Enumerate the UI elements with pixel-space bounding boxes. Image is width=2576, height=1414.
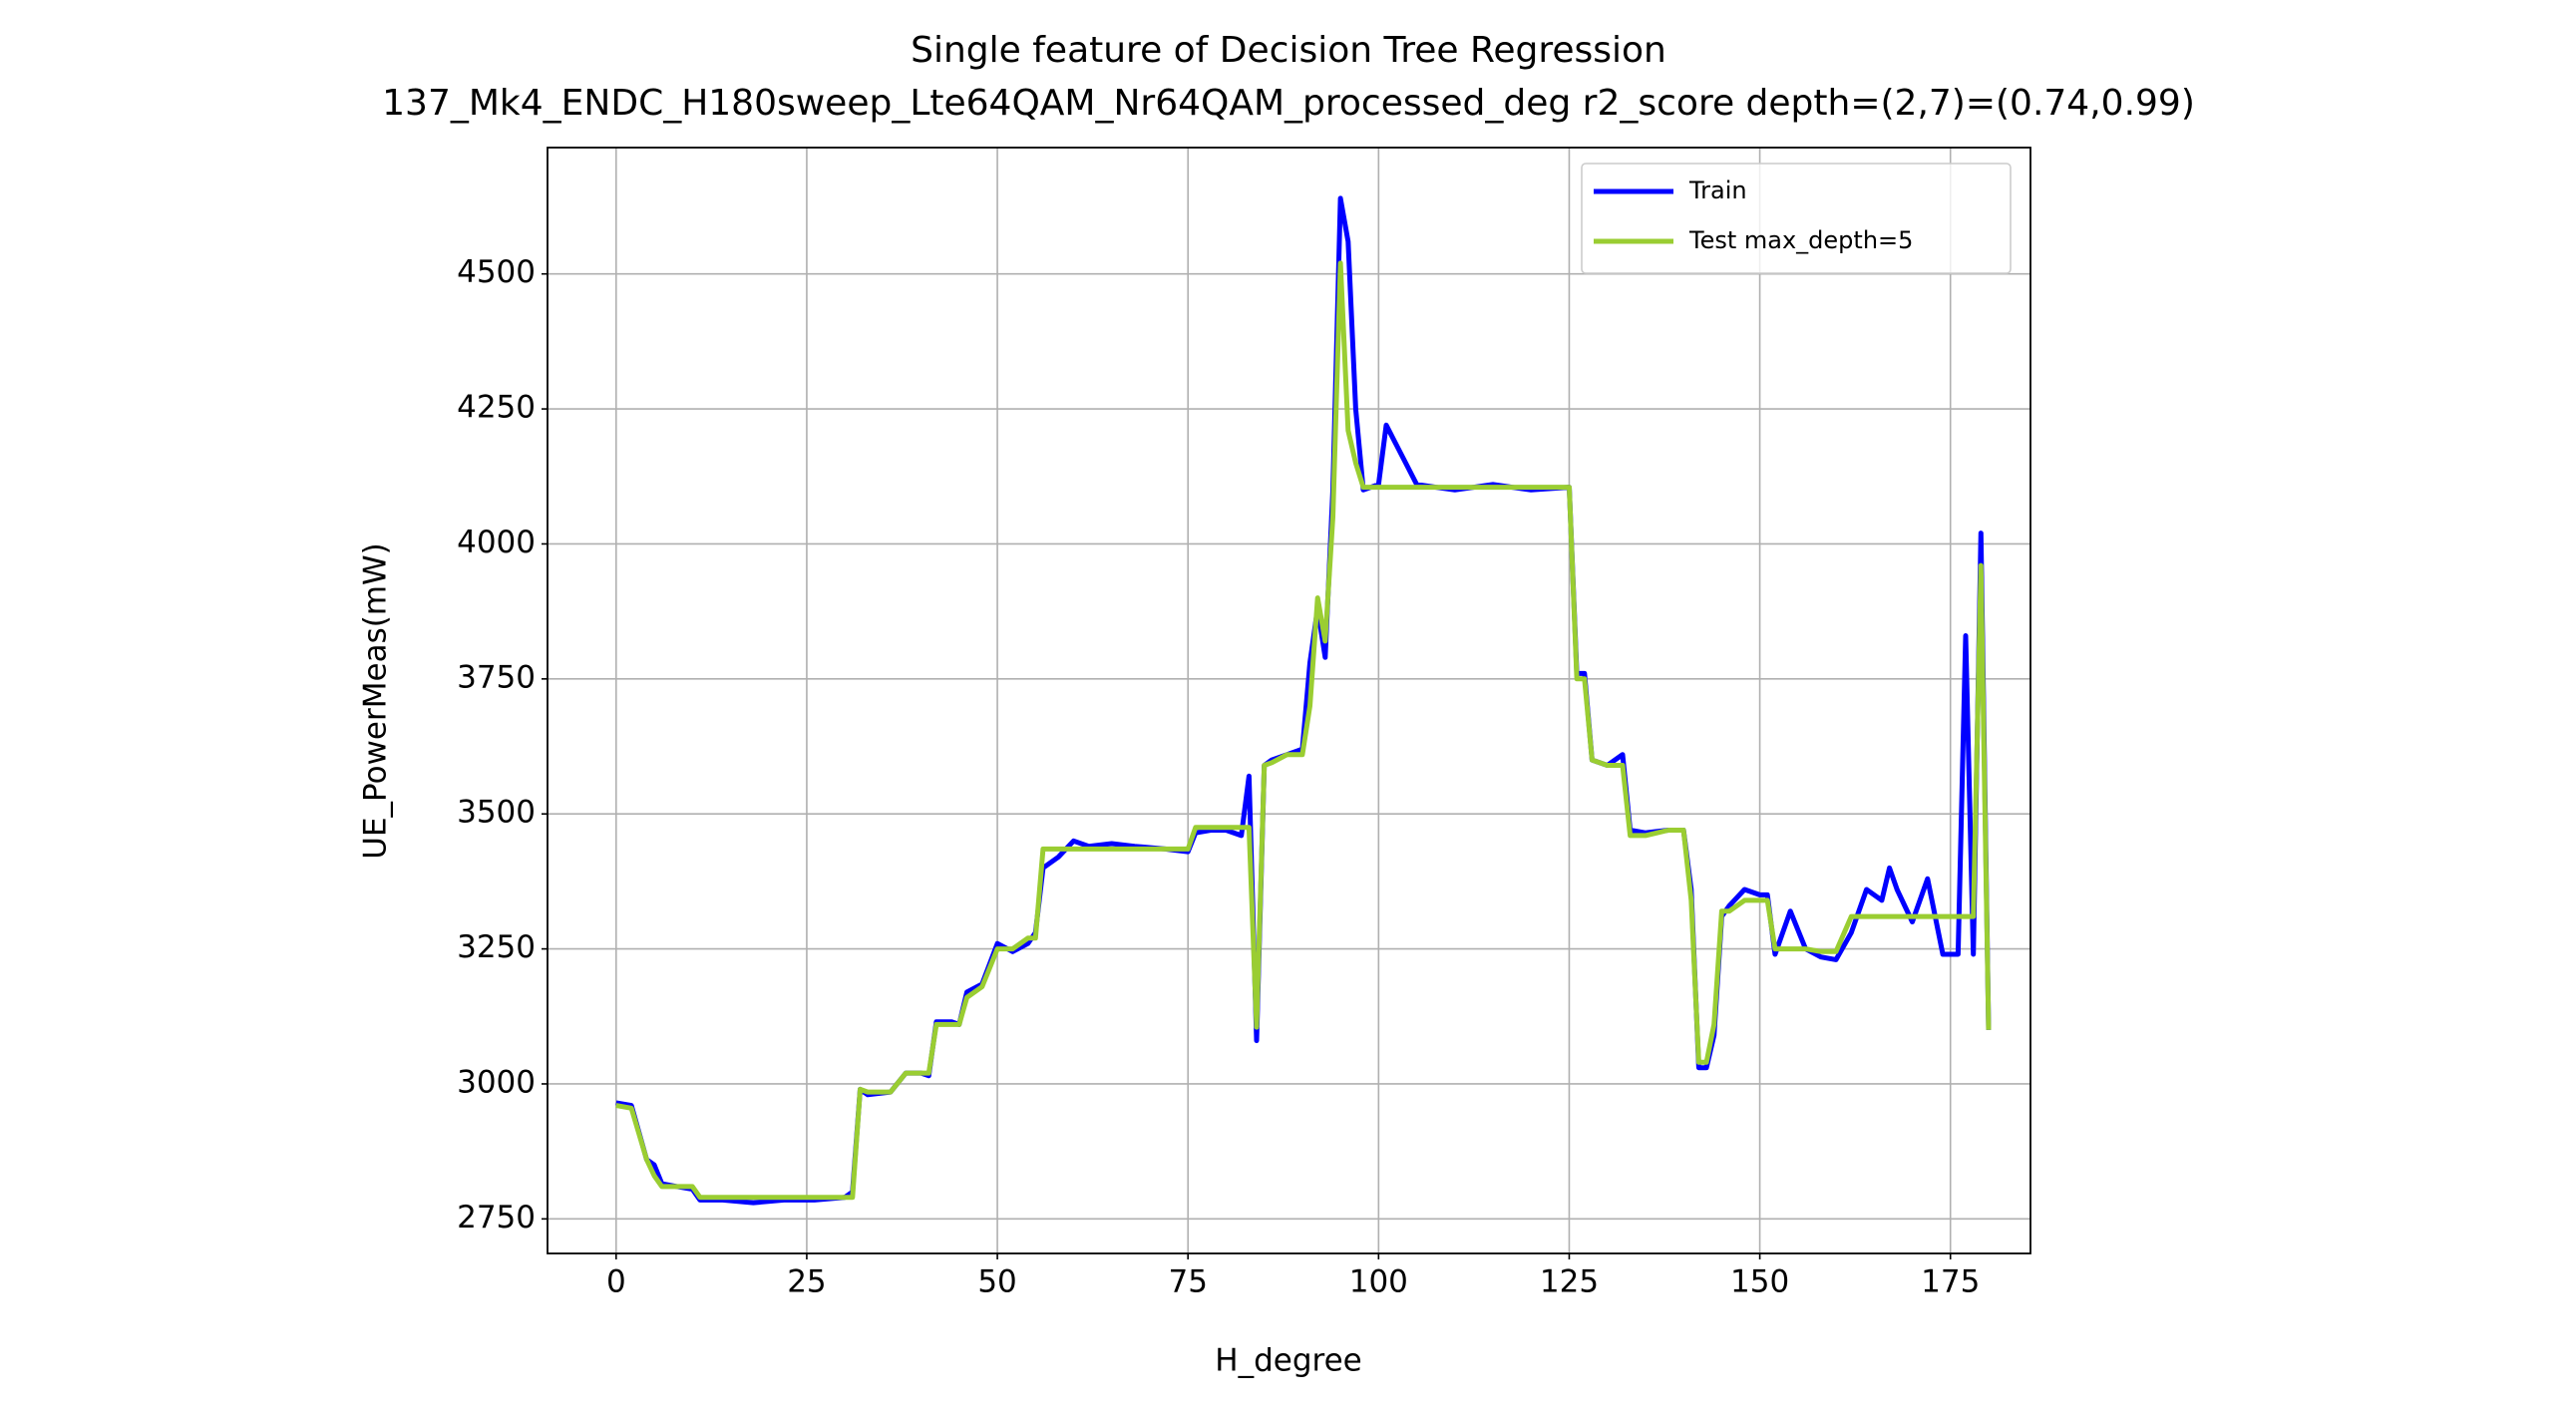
y-tick-label: 3750 (457, 659, 536, 695)
legend: Train Test max_depth=5 (1581, 163, 2012, 274)
chart-subtitle: 137_Mk4_ENDC_H180sweep_Lte64QAM_Nr64QAM_… (382, 83, 2195, 124)
legend-box (1581, 163, 2012, 274)
y-tick-label: 2750 (457, 1200, 536, 1236)
x-tick-label: 175 (1921, 1264, 1980, 1300)
legend-label: Train (1688, 177, 1747, 204)
series-line (615, 260, 1992, 1201)
x-tick-label: 125 (1540, 1264, 1599, 1300)
y-tick-label: 3250 (457, 929, 536, 965)
plot-frame (547, 147, 2031, 1254)
x-tick-label: 50 (977, 1264, 1016, 1300)
x-tick-label: 75 (1168, 1264, 1207, 1300)
legend-label: Test max_depth=5 (1688, 226, 1913, 254)
y-tick-label: 4000 (457, 525, 536, 560)
y-tick-label: 3500 (457, 795, 536, 831)
y-tick-label: 4500 (457, 254, 536, 290)
x-tick-label: 0 (606, 1264, 626, 1300)
chart-title: Single feature of Decision Tree Regressi… (911, 30, 1666, 71)
series-line (615, 195, 1992, 1206)
x-axis-label: H_degree (1215, 1343, 1361, 1379)
x-tick-label: 100 (1349, 1264, 1408, 1300)
y-tick-label: 4250 (457, 390, 536, 426)
y-tick-label: 3000 (457, 1064, 536, 1100)
y-axis-label: UE_PowerMeas(mW) (358, 542, 394, 860)
x-tick-label: 25 (787, 1264, 826, 1300)
x-tick-label: 150 (1730, 1264, 1789, 1300)
